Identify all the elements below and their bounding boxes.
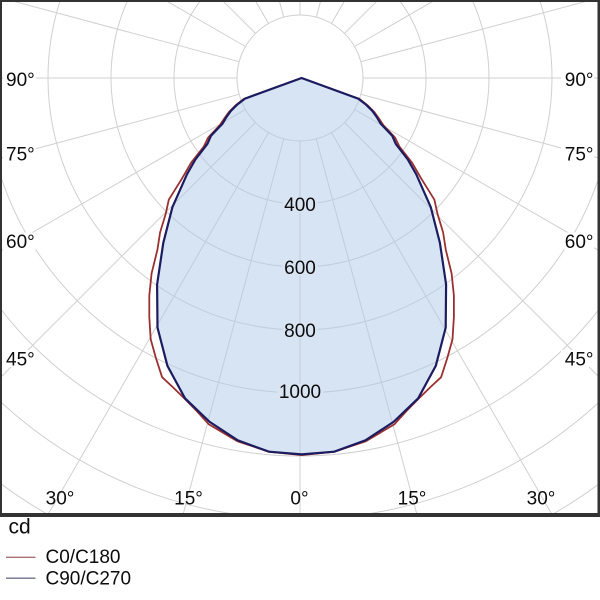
svg-text:15°: 15° [174, 489, 203, 510]
svg-text:400: 400 [284, 195, 316, 216]
svg-text:75°: 75° [6, 145, 35, 166]
svg-text:1000: 1000 [279, 382, 321, 403]
svg-text:30°: 30° [527, 489, 556, 510]
svg-text:800: 800 [284, 321, 316, 342]
svg-text:cd: cd [9, 516, 31, 539]
svg-text:C0/C180: C0/C180 [46, 547, 121, 568]
svg-text:45°: 45° [565, 350, 594, 371]
svg-text:90°: 90° [6, 70, 35, 91]
svg-text:60°: 60° [565, 232, 594, 253]
svg-text:C90/C270: C90/C270 [46, 569, 132, 590]
svg-text:600: 600 [284, 258, 316, 279]
svg-text:15°: 15° [398, 489, 427, 510]
svg-text:60°: 60° [6, 232, 35, 253]
svg-text:0°: 0° [290, 489, 308, 510]
svg-text:30°: 30° [46, 489, 75, 510]
svg-text:75°: 75° [565, 145, 594, 166]
svg-text:90°: 90° [565, 70, 594, 91]
svg-text:45°: 45° [6, 350, 35, 371]
